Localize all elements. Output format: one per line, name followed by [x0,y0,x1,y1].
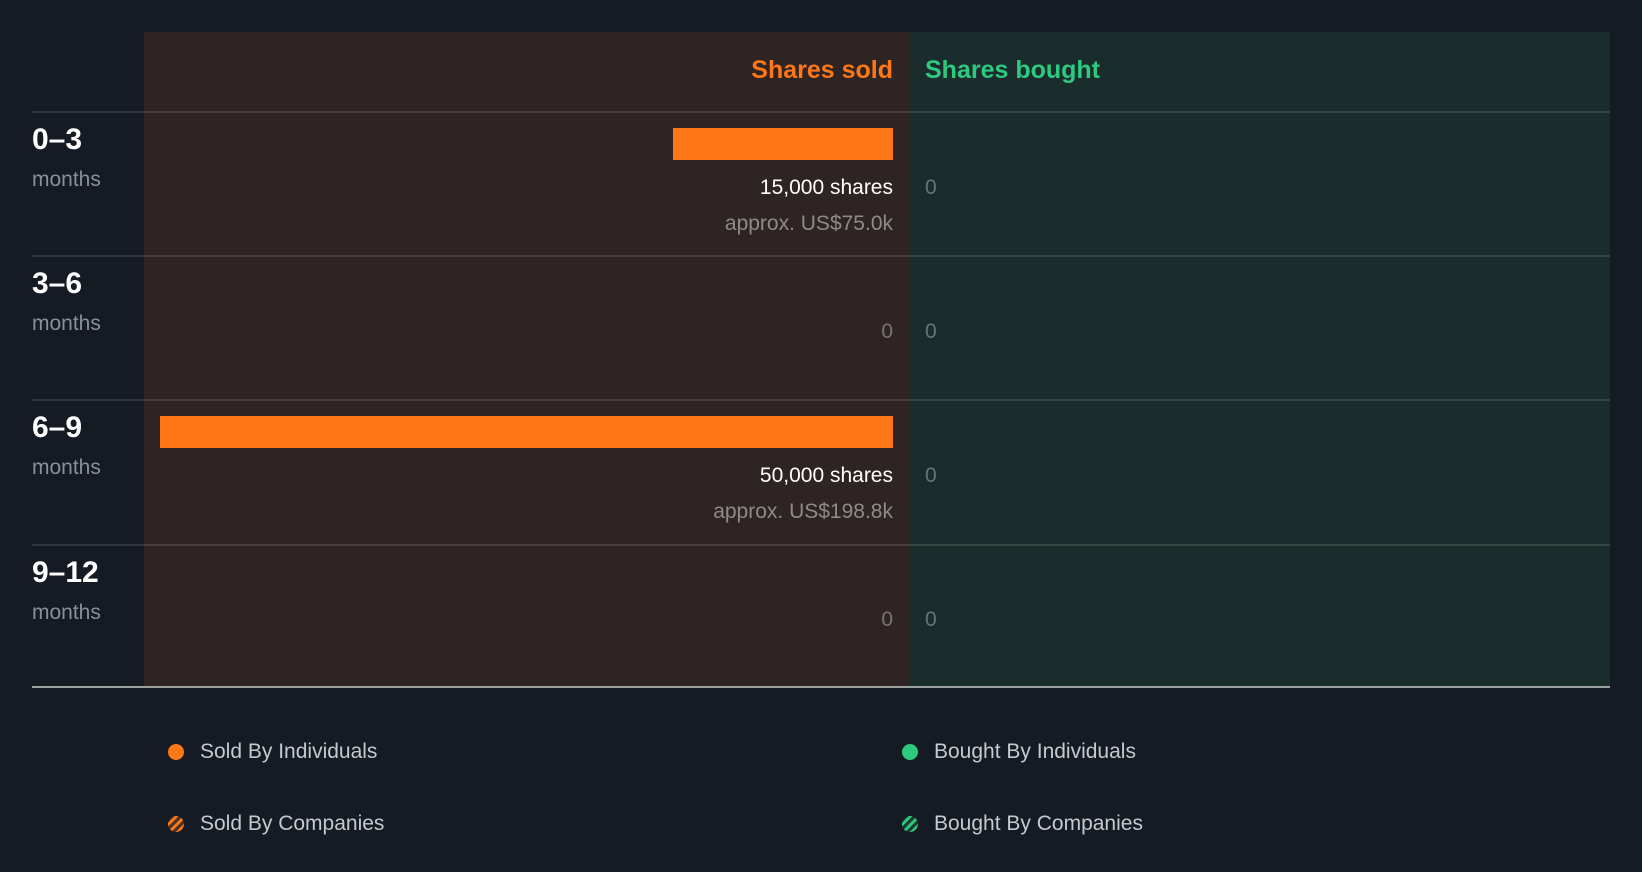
legend-label: Bought By Individuals [934,740,1136,763]
row-range: 0–3 [32,123,83,156]
row-label-3-6: 3–6 months [32,266,101,338]
legend-label: Sold By Companies [200,812,385,835]
shares-sold-header: Shares sold [751,56,893,84]
row-range: 3–6 [32,267,83,300]
row-divider [32,544,1610,546]
solid-orange-dot-icon [168,744,184,760]
sold-approx-value: approx. US$75.0k [724,212,893,235]
shares-bought-header: Shares bought [925,56,1101,84]
bought-value: 0 [925,464,937,487]
sold-approx-value: approx. US$198.8k [713,500,893,523]
chart-baseline [32,686,1610,688]
hatched-orange-dot-icon [168,816,184,832]
row-unit: months [32,601,101,624]
row-unit: months [32,312,101,335]
legend-label: Sold By Individuals [200,740,378,763]
sold-value: 0 [881,320,893,343]
row-range: 9–12 [32,556,99,589]
sold-bar-6-9[interactable] [160,416,893,448]
sold-shares-value: 50,000 shares [759,464,893,487]
legend-label: Bought By Companies [934,812,1143,835]
legend-sold-individuals[interactable]: Sold By Individuals [168,740,377,764]
row-divider [32,399,1610,401]
sold-value: 0 [881,608,893,631]
header-divider [32,111,1610,113]
legend-bought-individuals[interactable]: Bought By Individuals [902,740,1136,764]
row-unit: months [32,168,101,191]
row-label-6-9: 6–9 months [32,410,101,482]
row-label-9-12: 9–12 months [32,555,101,627]
legend-sold-companies[interactable]: Sold By Companies [168,812,384,836]
shares-bought-panel [909,32,1610,686]
row-label-0-3: 0–3 months [32,122,101,194]
hatched-green-dot-icon [902,816,918,832]
sold-bar-0-3[interactable] [673,128,893,160]
solid-green-dot-icon [902,744,918,760]
bought-value: 0 [925,608,937,631]
row-unit: months [32,456,101,479]
row-divider [32,255,1610,257]
legend-bought-companies[interactable]: Bought By Companies [902,812,1143,836]
bought-value: 0 [925,320,937,343]
bought-value: 0 [925,176,937,199]
row-range: 6–9 [32,411,83,444]
sold-shares-value: 15,000 shares [759,176,893,199]
